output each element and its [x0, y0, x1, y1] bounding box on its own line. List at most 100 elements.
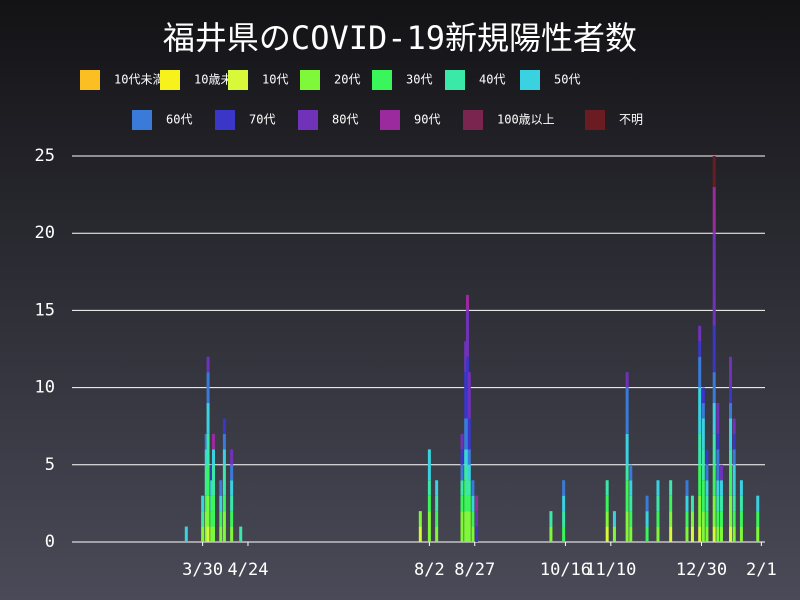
bar-segment	[712, 372, 716, 404]
bar-segment	[716, 511, 720, 527]
bar-segment	[427, 511, 431, 542]
bar-segment	[210, 511, 214, 527]
bar-segment	[467, 449, 471, 465]
bar-segment	[729, 387, 733, 404]
bar-segment	[418, 511, 422, 527]
bar-segment	[549, 511, 553, 527]
bar-segment	[739, 495, 743, 512]
bar-segment	[230, 526, 234, 542]
legend-label: 80代	[332, 113, 358, 127]
bar-segment	[739, 526, 743, 542]
bar-segment	[465, 310, 469, 357]
bar-segment	[705, 480, 709, 496]
bar-segment	[625, 372, 629, 388]
legend-swatch	[228, 70, 248, 90]
bar-segment	[712, 156, 716, 187]
bar-segment	[210, 526, 214, 542]
bar-segment	[685, 495, 689, 512]
bar-segment	[701, 511, 705, 542]
bar-segment	[204, 511, 208, 542]
bar-segment	[645, 526, 649, 542]
bar-segment	[625, 480, 629, 512]
bar-segment	[210, 464, 214, 481]
bar-segment	[732, 464, 736, 496]
bar-segment	[230, 480, 234, 496]
bar-segment	[756, 495, 760, 512]
bar-segment	[656, 480, 660, 496]
bar-segment	[562, 495, 566, 512]
x-tick-label: 8/27	[454, 560, 495, 580]
bar-segment	[739, 480, 743, 496]
bar-segment	[685, 526, 689, 542]
bar-segment	[460, 495, 464, 512]
legend-label: 10代未満	[114, 73, 164, 87]
bar-segment	[475, 495, 479, 512]
bar-segment	[716, 526, 720, 542]
bar-segment	[625, 433, 629, 465]
bar-segment	[612, 511, 616, 527]
bar-segment	[212, 464, 216, 496]
y-tick-label: 0	[45, 532, 55, 552]
bar-segment	[230, 495, 234, 512]
bar-segment	[464, 372, 468, 419]
legend-label: 90代	[414, 113, 440, 127]
bar-segment	[729, 403, 733, 419]
bar-segment	[465, 511, 469, 542]
bar-segment	[204, 433, 208, 450]
legend-swatch	[298, 110, 318, 130]
bar-segment	[467, 511, 471, 542]
bar-segment	[460, 480, 464, 496]
bar-segment	[467, 372, 471, 419]
legend-swatch	[132, 110, 152, 130]
bar-segment	[729, 356, 733, 388]
bar-segment	[201, 526, 205, 542]
bar-segment	[204, 464, 208, 496]
bar-segment	[471, 526, 475, 542]
bar-segment	[464, 449, 468, 465]
bar-segment	[716, 433, 720, 450]
legend-swatch	[160, 70, 180, 90]
bar-segment	[605, 495, 609, 512]
bar-segment	[669, 480, 673, 496]
bar-segment	[471, 480, 475, 496]
bar-segment	[222, 433, 226, 450]
bar-segment	[465, 356, 469, 419]
bar-segment	[739, 511, 743, 527]
x-tick-label: 11/10	[585, 560, 636, 580]
legend-swatch	[215, 110, 235, 130]
bar-segment	[719, 480, 723, 496]
bar-segment	[645, 511, 649, 527]
bar-segment	[435, 495, 439, 512]
bar-segment	[645, 495, 649, 512]
bar-segment	[732, 418, 736, 434]
bar-segment	[562, 511, 566, 527]
bar-segment	[656, 495, 660, 512]
bar-segment	[206, 356, 210, 373]
legend-swatch	[372, 70, 392, 90]
y-tick-label: 15	[35, 300, 55, 320]
bar-segment	[204, 449, 208, 465]
bar-segment	[465, 495, 469, 512]
bar-segment	[712, 526, 716, 542]
bar-segment	[629, 480, 633, 496]
bar-segment	[656, 526, 660, 542]
bar-segment	[732, 511, 736, 527]
bar-segment	[467, 464, 471, 481]
bar-segment	[719, 526, 723, 542]
bar-segment	[698, 526, 702, 542]
bar-segment	[464, 511, 468, 542]
bar-segment	[756, 511, 760, 527]
bar-segment	[712, 433, 716, 465]
bar-segment	[464, 464, 468, 481]
y-tick-label: 10	[35, 378, 55, 398]
legend-label: 100歳以上	[497, 113, 555, 127]
bar-segment	[701, 449, 705, 481]
bar-segment	[460, 433, 464, 450]
bar-segment	[698, 433, 702, 465]
legend-label: 70代	[249, 113, 275, 127]
bar-segment	[701, 480, 705, 512]
bar-segment	[716, 495, 720, 512]
legend-label: 10代	[262, 73, 288, 87]
